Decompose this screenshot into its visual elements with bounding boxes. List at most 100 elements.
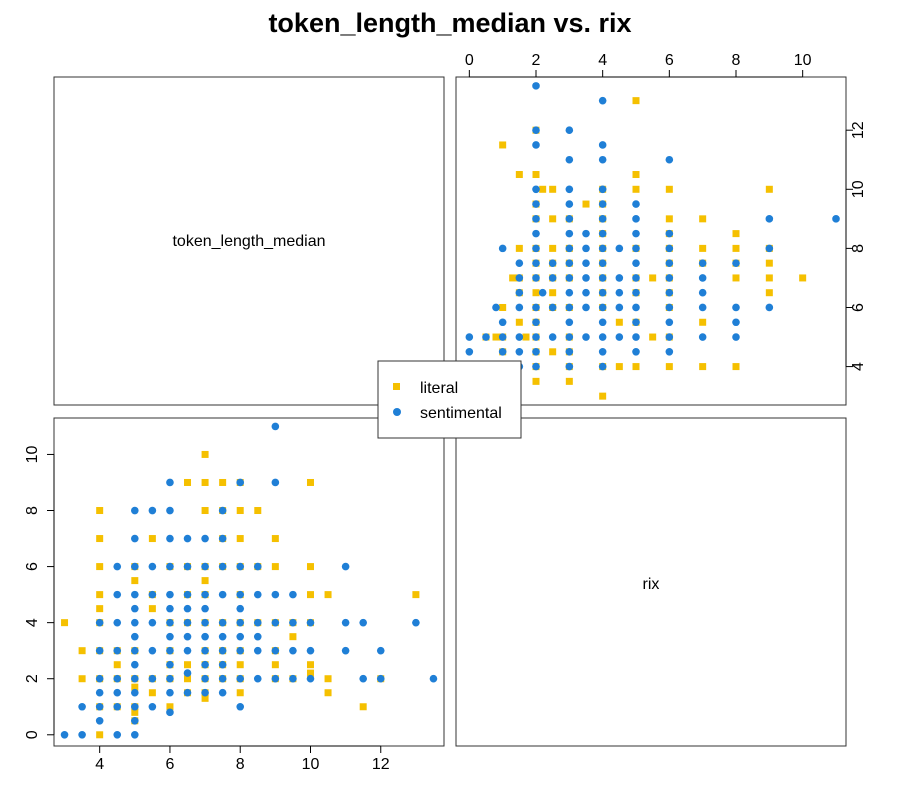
point-sentimental-top-right [598, 259, 607, 267]
point-sentimental-top-right [632, 333, 640, 341]
top-axis-tick-label: 4 [598, 52, 607, 69]
bottom-axis-tick-label: 10 [302, 756, 320, 773]
point-literal-top-right [522, 333, 530, 341]
point-sentimental-bottom-left [131, 590, 139, 599]
bottom-axis-tick-label: 6 [165, 756, 174, 773]
point-sentimental-bottom-left [289, 646, 297, 655]
point-sentimental-bottom-left [183, 688, 192, 697]
point-sentimental-bottom-left [131, 674, 139, 683]
point-literal-bottom-left [96, 591, 104, 599]
point-literal-bottom-left [96, 535, 104, 543]
point-sentimental-top-right [532, 82, 540, 90]
point-sentimental-top-right [532, 348, 540, 356]
point-literal-bottom-left [148, 605, 156, 613]
point-sentimental-top-right [765, 244, 774, 253]
point-sentimental-top-right [532, 333, 540, 341]
point-sentimental-bottom-left [218, 534, 227, 543]
point-sentimental-top-right [532, 200, 540, 208]
point-sentimental-bottom-left [218, 562, 227, 571]
point-literal-top-right [599, 392, 607, 400]
point-sentimental-bottom-left [95, 646, 104, 655]
point-sentimental-bottom-left [78, 702, 86, 711]
point-sentimental-bottom-left [271, 674, 280, 683]
point-sentimental-top-right [698, 274, 707, 282]
point-sentimental-top-right [765, 303, 774, 312]
point-literal-top-right [539, 185, 547, 193]
point-sentimental-top-right [565, 362, 574, 371]
point-sentimental-bottom-left [236, 562, 245, 571]
point-literal-top-right [765, 259, 773, 267]
point-sentimental-top-right [632, 259, 640, 267]
legend-label-sentimental: sentimental [420, 405, 502, 422]
point-sentimental-top-right [532, 259, 540, 267]
point-sentimental-bottom-left [376, 646, 385, 655]
point-sentimental-top-right [615, 303, 624, 312]
point-sentimental-bottom-left [131, 688, 139, 697]
point-literal-top-right [732, 274, 740, 282]
point-sentimental-top-right [565, 333, 574, 341]
point-sentimental-bottom-left [131, 506, 139, 515]
point-literal-top-right [632, 363, 640, 371]
point-literal-top-right [582, 200, 590, 208]
point-literal-bottom-left [78, 675, 86, 683]
point-sentimental-top-right [732, 318, 740, 327]
point-literal-bottom-left [201, 450, 209, 458]
point-literal-bottom-left [184, 675, 192, 683]
point-sentimental-top-right [548, 274, 557, 282]
point-sentimental-top-right [532, 303, 540, 312]
point-sentimental-bottom-left [271, 590, 280, 599]
point-sentimental-bottom-left [306, 646, 315, 655]
point-sentimental-bottom-left [201, 660, 209, 669]
point-sentimental-bottom-left [166, 478, 174, 487]
point-sentimental-top-right [598, 348, 607, 356]
point-literal-bottom-left [306, 661, 314, 669]
point-sentimental-bottom-left [236, 478, 245, 487]
point-sentimental-top-right [665, 274, 674, 282]
point-sentimental-top-right [465, 348, 474, 356]
point-sentimental-bottom-left [166, 506, 174, 515]
point-sentimental-bottom-left [131, 730, 139, 739]
point-sentimental-bottom-left [289, 674, 297, 683]
point-literal-top-right [615, 318, 623, 326]
point-sentimental-top-right [632, 288, 640, 297]
point-sentimental-top-right [565, 185, 574, 194]
point-literal-bottom-left [184, 478, 192, 486]
point-sentimental-top-right [665, 288, 674, 297]
point-sentimental-top-right [532, 126, 540, 134]
point-sentimental-bottom-left [95, 716, 104, 725]
point-sentimental-top-right [565, 244, 574, 253]
point-sentimental-bottom-left [359, 618, 367, 627]
point-sentimental-top-right [465, 333, 474, 341]
point-sentimental-top-right [515, 274, 524, 282]
point-literal-bottom-left [306, 591, 314, 599]
point-literal-bottom-left [271, 661, 279, 669]
top-axis-tick-label: 10 [794, 52, 812, 69]
point-literal-top-right [615, 363, 623, 371]
chart-title: token_length_median vs. rix [268, 8, 631, 38]
top-axis-tick-label: 6 [665, 52, 674, 69]
point-sentimental-bottom-left [131, 660, 139, 669]
point-sentimental-top-right [698, 333, 707, 341]
point-literal-top-right [699, 215, 707, 223]
point-sentimental-bottom-left [253, 618, 262, 627]
point-sentimental-top-right [515, 333, 524, 341]
point-sentimental-bottom-left [253, 674, 262, 683]
point-sentimental-bottom-left [166, 674, 174, 683]
point-sentimental-bottom-left [359, 674, 367, 683]
left-axis-tick-label: 2 [24, 674, 41, 683]
point-literal-bottom-left [96, 731, 104, 739]
point-sentimental-bottom-left [148, 618, 157, 627]
point-literal-top-right [549, 348, 557, 356]
point-sentimental-bottom-left [113, 688, 122, 697]
point-sentimental-top-right [598, 215, 607, 223]
point-literal-bottom-left [201, 577, 209, 585]
diag-label-rix: rix [643, 576, 660, 593]
point-sentimental-top-right [498, 318, 507, 327]
point-sentimental-top-right [582, 259, 590, 267]
point-sentimental-top-right [698, 288, 707, 297]
axes-layer: 4 6 8 10 12 0 2 4 6 8 10 0 2 4 6 8 10 4 6 8 10 12 [24, 52, 867, 773]
point-sentimental-bottom-left [95, 688, 104, 697]
point-sentimental-top-right [515, 259, 524, 267]
point-sentimental-bottom-left [95, 702, 104, 711]
point-sentimental-bottom-left [131, 646, 139, 655]
